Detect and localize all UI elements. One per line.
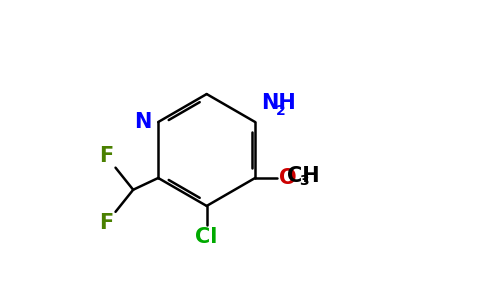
Text: CH: CH	[287, 167, 319, 187]
Text: Cl: Cl	[196, 226, 218, 247]
Text: 3: 3	[299, 174, 309, 188]
Text: F: F	[99, 146, 113, 166]
Text: F: F	[99, 213, 113, 233]
Text: 2: 2	[276, 104, 286, 118]
Text: NH: NH	[261, 93, 296, 113]
Text: N: N	[135, 112, 152, 132]
Text: O: O	[279, 168, 296, 188]
